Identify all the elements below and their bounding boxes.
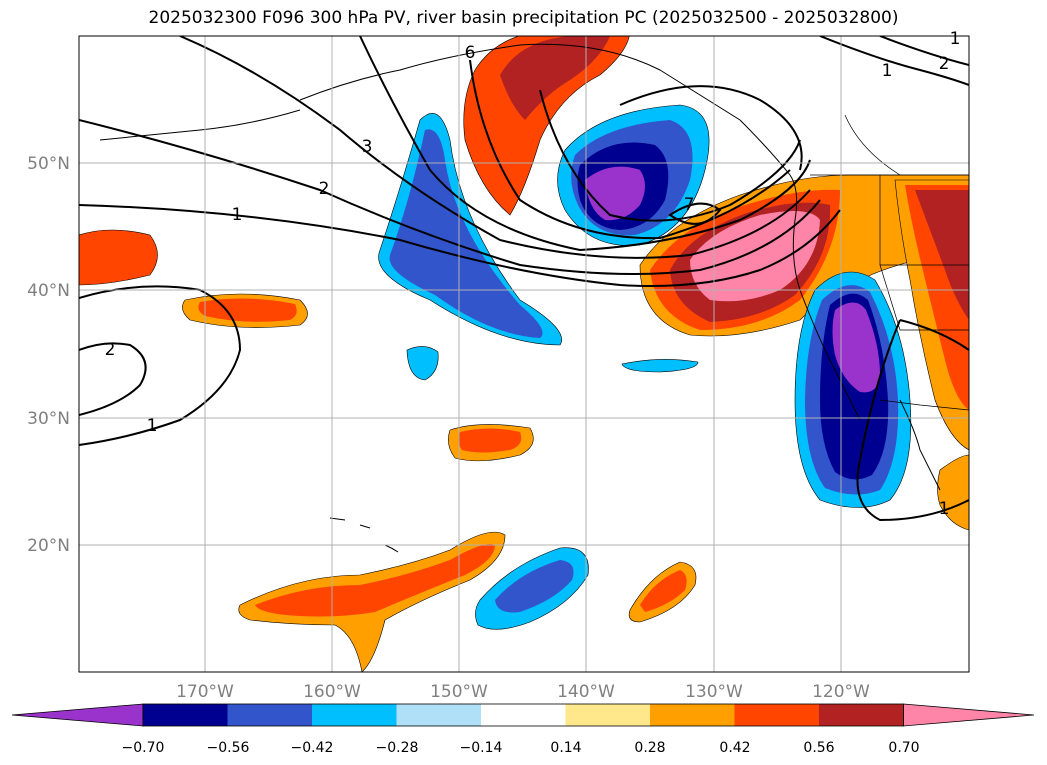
colorbar-segment [819, 704, 904, 726]
pv-contour-4 [359, 36, 811, 252]
coast-baja [899, 399, 941, 491]
contour-label: 1 [232, 205, 243, 225]
coastlines [99, 43, 941, 553]
contour-label: 1 [882, 61, 893, 81]
colorbar-tick-labels: −0.70 −0.56 −0.42 −0.28 −0.14 0.14 0.28 … [122, 740, 920, 756]
lon-label: 150°W [430, 682, 488, 702]
neg-anomaly-small-1 [406, 346, 439, 381]
contour-label: 6 [465, 43, 476, 63]
colorbar-tick-label: −0.56 [207, 740, 250, 756]
pos-anomaly-subtrop-2-core [255, 544, 495, 617]
map-title: 2025032300 F096 300 hPa PV, river basin … [148, 8, 899, 28]
colorbar-tick-label: 0.42 [719, 740, 750, 756]
borders [810, 114, 969, 411]
contour-label: 2 [105, 340, 116, 360]
pv-contour-6 [539, 89, 801, 222]
pos-anomaly-subtrop-3-core [640, 570, 687, 612]
coast-aleutians [99, 109, 301, 141]
lon-label: 140°W [557, 682, 615, 702]
pv-contours [79, 36, 969, 522]
shading-layer [79, 36, 969, 672]
pos-anomaly-160w-core [198, 298, 297, 322]
colorbar-tick-label: 0.70 [888, 740, 919, 756]
pv-contour-13 [879, 36, 969, 66]
pv-contour-12 [819, 36, 969, 86]
colorbar-extend-low [11, 703, 144, 727]
contour-label-group: 1 2 3 6 7 1 2 1 2 1 1 [105, 29, 961, 519]
pos-anomaly-subtrop-1-core [458, 428, 522, 453]
neg-anomaly-gulf-core [585, 166, 645, 221]
colorbar-extend-high [903, 703, 1035, 727]
neg-anomaly-california-core [832, 302, 880, 393]
colorbar-segment [650, 704, 735, 726]
contour-label: 2 [319, 179, 330, 199]
neg-anomaly-band-pacific-core [389, 129, 543, 338]
pv-contour-5 [469, 59, 791, 240]
coast-alaska [299, 43, 861, 421]
lon-label: 160°W [303, 682, 361, 702]
lat-label: 20°N [27, 536, 70, 556]
colorbar-segment [312, 704, 397, 726]
gridlines [79, 36, 969, 672]
contour-label: 2 [939, 54, 950, 74]
pv-contour-11 [856, 319, 969, 522]
lon-labels: 170°W 160°W 150°W 140°W 130°W 120°W [176, 682, 870, 702]
lon-label: 170°W [176, 682, 234, 702]
colorbar-segment [227, 704, 312, 726]
pv-contour-9 [79, 285, 242, 446]
colorbar-tick-label: 0.28 [634, 740, 665, 756]
map-frame [78, 35, 970, 673]
lon-label: 130°W [685, 682, 743, 702]
lat-labels: 50°N 40°N 30°N 20°N [27, 154, 70, 556]
colorbar-tick-label: −0.28 [376, 740, 419, 756]
contour-label: 1 [147, 416, 158, 436]
pos-anomaly-dateline [79, 229, 158, 286]
pv-contour-7 [668, 202, 722, 225]
pv-contour-3 [179, 36, 811, 259]
colorbar-segment [565, 704, 650, 726]
colorbar-tick-label: 0.14 [550, 740, 581, 756]
colorbar-segment [396, 704, 481, 726]
pos-anomaly-alaska-core [500, 36, 610, 120]
pv-contour-10 [79, 342, 147, 416]
colorbar-segment [734, 704, 819, 726]
pv-contour-1 [79, 204, 841, 287]
colorbar-segment [143, 704, 228, 726]
contour-label: 1 [950, 29, 961, 49]
colorbar-frame [142, 703, 904, 727]
neg-anomaly-subtrop-core [495, 560, 574, 613]
colorbar-segment [481, 704, 566, 726]
border-us-mexico [879, 399, 969, 411]
pos-anomaly-interior-core [915, 190, 969, 320]
neg-anomaly-small-2 [621, 359, 699, 373]
colorbar-tick-label: −0.14 [460, 740, 503, 756]
lon-label: 120°W [812, 682, 870, 702]
colorbar-tick-label: −0.70 [122, 740, 165, 756]
pv-contour-2 [79, 119, 821, 275]
contour-label: 1 [939, 499, 950, 519]
lat-label: 40°N [27, 281, 70, 301]
pv-contour-8 [619, 85, 803, 171]
border-states-2 [879, 264, 969, 331]
lat-label: 30°N [27, 409, 70, 429]
colorbar-tick-label: 0.56 [803, 740, 834, 756]
pos-anomaly-mexico [937, 454, 969, 531]
contour-label: 3 [362, 137, 373, 157]
colorbar [11, 703, 1035, 727]
contour-label: 7 [684, 195, 695, 215]
colorbar-tick-label: −0.42 [291, 740, 334, 756]
lat-label: 50°N [27, 154, 70, 174]
border-canada-inner [844, 114, 901, 176]
